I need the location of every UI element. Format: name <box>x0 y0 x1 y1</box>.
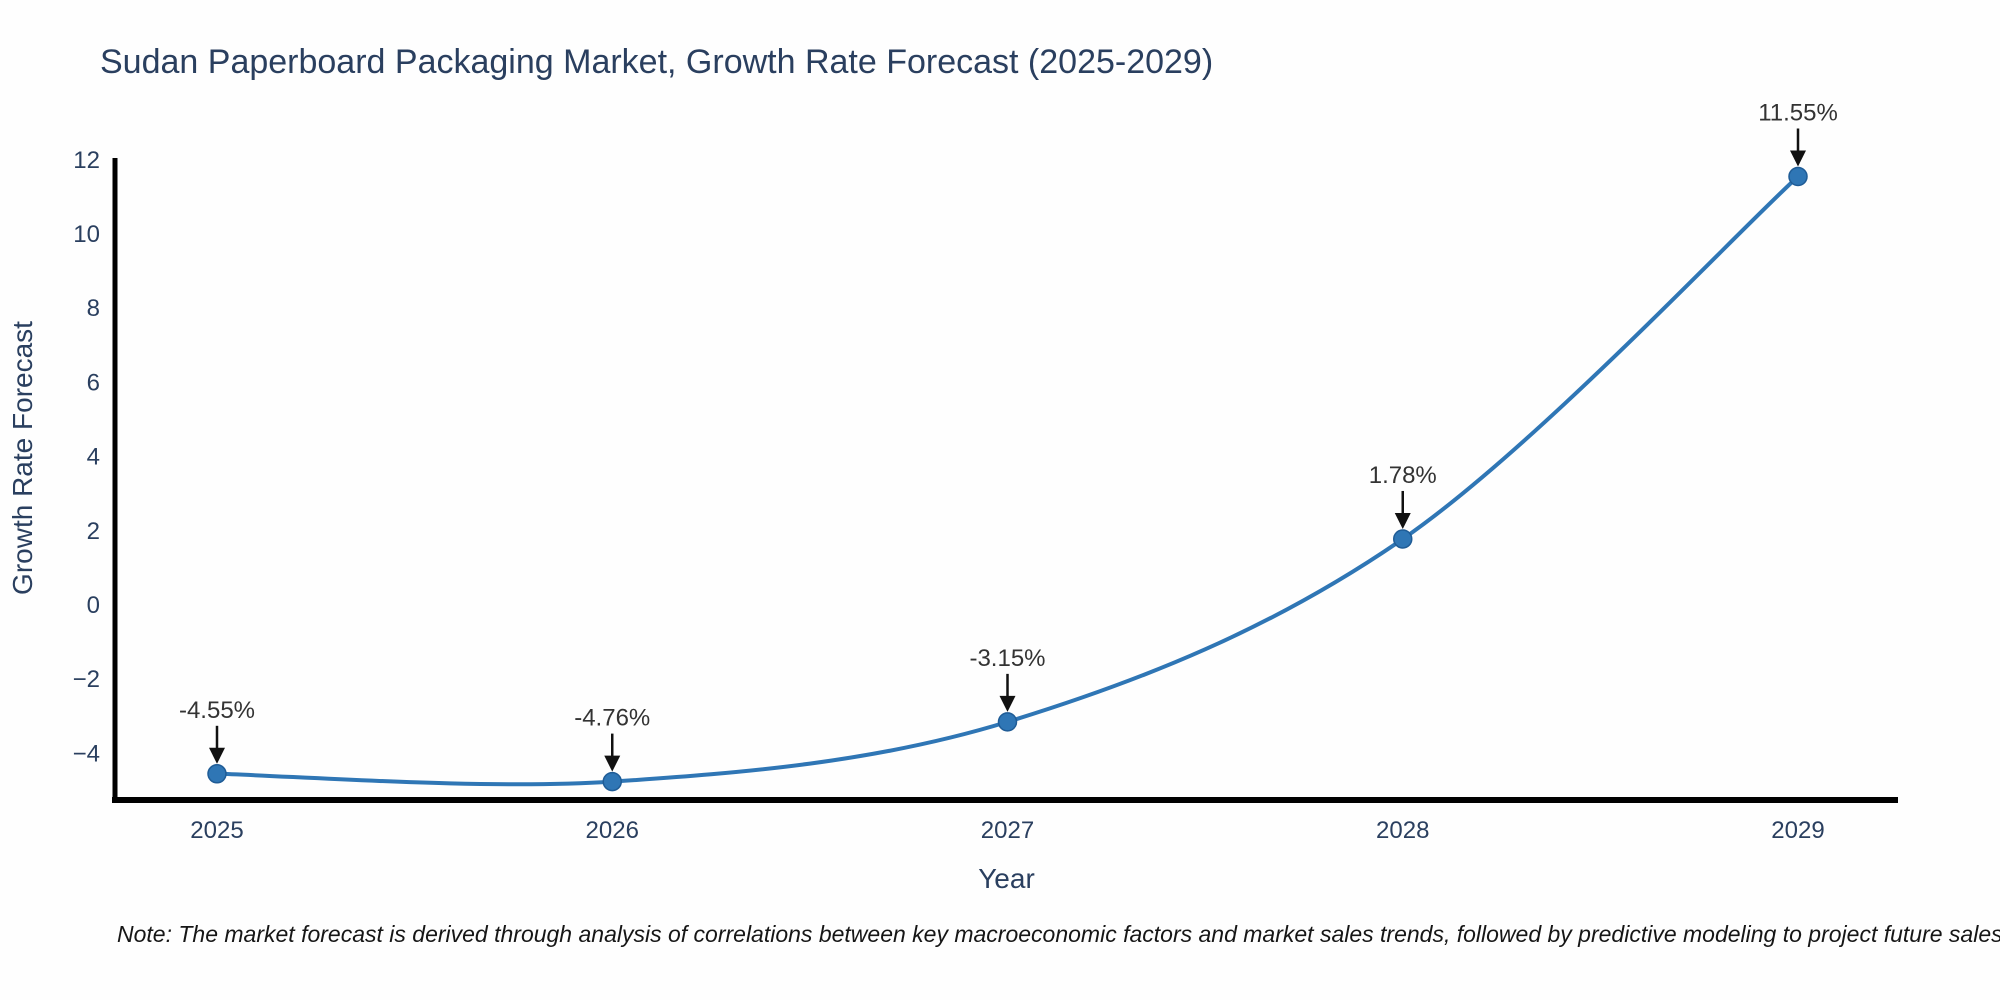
chart-title: Sudan Paperboard Packaging Market, Growt… <box>100 43 1214 81</box>
y-tick-label: 12 <box>73 147 100 174</box>
data-point-marker <box>207 764 227 784</box>
x-tick-label: 2025 <box>190 817 243 844</box>
y-tick-label: 0 <box>87 592 100 619</box>
y-tick-label: 2 <box>87 518 100 545</box>
x-tick-label: 2027 <box>981 817 1034 844</box>
data-point-marker <box>602 771 622 792</box>
annotation-label: -4.76% <box>574 705 650 732</box>
y-tick-label: 8 <box>87 295 100 322</box>
data-point-marker <box>997 712 1018 732</box>
y-axis-title: Growth Rate Forecast <box>7 321 38 595</box>
x-tick-label: 2026 <box>586 817 639 844</box>
y-tick-label: 6 <box>87 369 100 396</box>
annotation-arrowhead <box>604 755 621 772</box>
x-axis-title: Year <box>978 863 1035 894</box>
y-tick-label: 4 <box>87 444 100 471</box>
annotation-arrowhead <box>1394 512 1411 529</box>
y-tick-label: −2 <box>73 666 100 693</box>
y-tick-label: 10 <box>73 221 100 248</box>
annotation-label: -4.55% <box>179 697 255 724</box>
growth-rate-curve <box>215 174 1800 787</box>
footnote: Note: The market forecast is derived thr… <box>117 921 2000 947</box>
annotation-label: 1.78% <box>1369 462 1437 489</box>
annotation-arrowhead <box>209 747 225 764</box>
data-point-marker <box>1788 166 1808 187</box>
y-tick-label: −4 <box>73 740 100 767</box>
annotation-label: 11.55% <box>1758 99 1838 126</box>
data-point-marker <box>1393 529 1413 549</box>
x-tick-label: 2028 <box>1376 817 1429 844</box>
x-tick-label: 2029 <box>1771 817 1824 844</box>
annotation-arrowhead <box>1790 150 1806 167</box>
annotation-arrowhead <box>999 695 1016 712</box>
annotation-label: -3.15% <box>969 645 1045 672</box>
